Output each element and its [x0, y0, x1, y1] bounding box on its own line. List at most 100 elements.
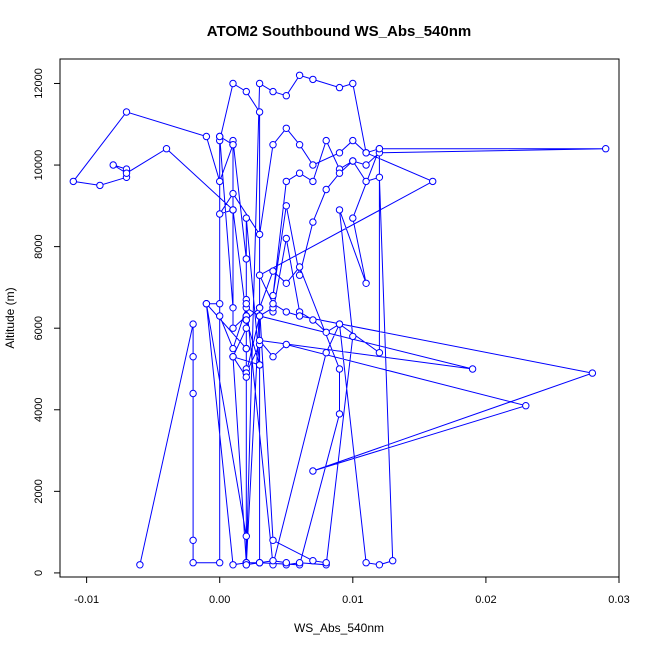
- x-axis-label: WS_Abs_540nm: [294, 621, 384, 635]
- data-point: [602, 145, 610, 153]
- data-point: [229, 206, 237, 214]
- data-point: [282, 279, 290, 287]
- data-point: [242, 344, 251, 353]
- data-point: [282, 202, 290, 210]
- data-point: [295, 559, 304, 567]
- y-tick-label: 8000: [33, 234, 45, 258]
- data-point: [216, 177, 224, 186]
- data-point: [309, 467, 317, 475]
- x-tick-label: 0.03: [608, 594, 629, 606]
- data-point: [309, 557, 317, 565]
- data-point: [429, 177, 437, 186]
- data-point: [229, 353, 237, 361]
- data-point: [255, 79, 264, 88]
- data-point: [282, 308, 290, 316]
- data-point: [362, 161, 370, 169]
- data-point: [189, 353, 197, 361]
- data-point: [255, 271, 264, 279]
- data-point: [282, 177, 290, 186]
- data-point: [269, 87, 277, 96]
- data-point: [322, 136, 330, 145]
- data-point: [335, 365, 344, 373]
- data-point: [295, 271, 304, 279]
- data-point: [375, 349, 384, 357]
- data-point: [362, 149, 370, 157]
- data-point: [335, 83, 344, 92]
- data-point: [468, 365, 477, 373]
- data-point: [255, 312, 264, 320]
- data-point: [349, 157, 357, 165]
- data-point: [255, 230, 264, 239]
- y-tick-label: 6000: [33, 316, 45, 340]
- data-point: [309, 177, 317, 186]
- data-point: [322, 185, 330, 194]
- data-point: [189, 389, 197, 398]
- data-point: [282, 92, 290, 100]
- data-point: [375, 145, 384, 153]
- data-point: [322, 328, 330, 336]
- data-point: [242, 87, 251, 96]
- y-axis-label: Altitude (m): [3, 287, 17, 348]
- data-point: [136, 561, 144, 569]
- data-point: [229, 189, 237, 198]
- data-point: [216, 559, 224, 567]
- data-point: [122, 108, 131, 116]
- data-point: [216, 210, 224, 218]
- data-point: [375, 561, 384, 569]
- data-point: [202, 300, 211, 308]
- data-point: [375, 173, 384, 182]
- data-point: [242, 373, 251, 381]
- data-point: [242, 255, 251, 263]
- data-point: [255, 361, 264, 369]
- data-point: [255, 108, 264, 116]
- data-point: [269, 536, 277, 544]
- data-point: [282, 340, 290, 349]
- data-point: [229, 344, 237, 353]
- data-point: [349, 136, 357, 145]
- plot-frame: [59, 58, 620, 578]
- data-point: [202, 132, 211, 141]
- y-tick-label: 12000: [33, 68, 45, 99]
- data-point: [349, 214, 357, 222]
- data-point: [269, 353, 277, 361]
- data-point: [242, 316, 251, 324]
- data-point: [242, 532, 251, 540]
- data-point: [229, 561, 237, 569]
- data-point: [96, 181, 104, 190]
- x-tick-label: 0.02: [475, 594, 496, 606]
- data-point: [282, 559, 290, 567]
- data-point: [189, 320, 197, 328]
- data-point: [349, 79, 357, 88]
- data-point: [522, 402, 530, 410]
- data-point: [282, 234, 290, 243]
- data-point: [295, 169, 304, 177]
- data-point: [109, 161, 117, 169]
- data-point: [295, 312, 304, 320]
- data-point: [242, 324, 251, 332]
- data-point: [309, 218, 317, 226]
- data-point: [122, 169, 131, 177]
- data-point: [335, 410, 344, 418]
- data-point: [269, 291, 277, 300]
- data-point: [389, 557, 397, 565]
- data-point: [216, 132, 224, 141]
- data-point: [69, 177, 78, 186]
- series-points: [69, 71, 610, 569]
- y-axis: 0 2000 4000 6000 8000 10000 12000: [33, 68, 60, 576]
- data-point: [255, 336, 264, 345]
- data-point: [309, 161, 317, 169]
- chart-title: ATOM2 Southbound WS_Abs_540nm: [207, 23, 471, 40]
- x-tick-label: 0.01: [342, 594, 363, 606]
- data-point: [362, 177, 370, 186]
- data-point: [349, 332, 357, 341]
- data-point: [309, 316, 317, 324]
- data-point: [295, 263, 304, 271]
- data-point: [229, 324, 237, 332]
- data-point: [242, 300, 251, 308]
- data-point: [282, 124, 290, 133]
- data-point: [309, 75, 317, 84]
- y-tick-label: 2000: [33, 479, 45, 503]
- data-point: [242, 214, 251, 222]
- data-point: [335, 320, 344, 328]
